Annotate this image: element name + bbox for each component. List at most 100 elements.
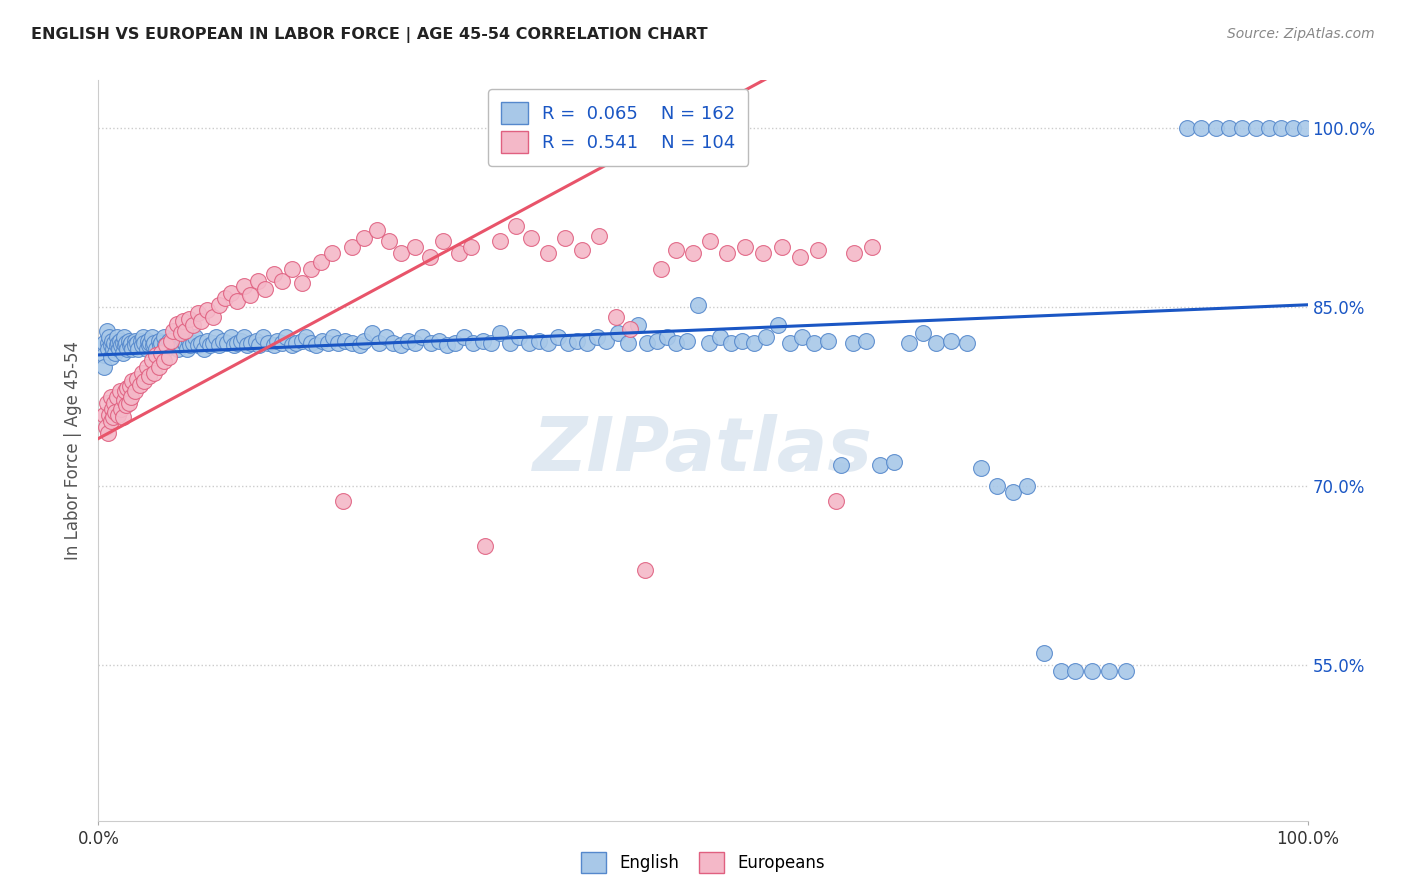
Point (121, 374, 143, 388)
Point (97, 342, 120, 356)
Point (150, 336, 173, 351)
Point (353, 231, 375, 245)
Point (96, 395, 118, 409)
Point (803, 336, 825, 351)
Point (115, 398, 138, 412)
Point (752, 246, 775, 260)
Point (332, 493, 354, 508)
Point (128, 377, 150, 392)
Point (190, 336, 212, 351)
Point (112, 330, 135, 344)
Point (107, 336, 129, 351)
Point (842, 336, 865, 351)
Point (172, 334, 194, 348)
Point (108, 334, 131, 348)
Point (271, 336, 294, 351)
Point (162, 338, 184, 352)
Point (527, 334, 550, 348)
Point (266, 334, 288, 348)
Point (939, 334, 962, 348)
Point (444, 336, 467, 351)
Text: Source: ZipAtlas.com: Source: ZipAtlas.com (1227, 27, 1375, 41)
Point (789, 250, 811, 264)
Point (1098, 665, 1121, 679)
Point (271, 274, 294, 288)
Point (897, 336, 920, 351)
Point (100, 414, 122, 428)
Point (1189, 121, 1212, 136)
Point (571, 243, 593, 257)
Point (174, 324, 197, 338)
Point (498, 336, 520, 351)
Point (114, 338, 136, 352)
Point (93, 348, 115, 362)
Point (360, 326, 382, 341)
Point (655, 330, 678, 344)
Point (226, 336, 249, 351)
Point (855, 334, 877, 348)
Point (104, 345, 127, 359)
Point (208, 298, 231, 312)
Point (239, 336, 262, 351)
Point (114, 384, 136, 398)
Point (148, 334, 170, 348)
Point (396, 334, 419, 348)
Point (295, 330, 318, 344)
Point (134, 374, 156, 388)
Point (585, 330, 607, 344)
Point (429, 334, 451, 348)
Point (160, 334, 183, 348)
Point (124, 384, 146, 398)
Point (169, 338, 191, 352)
Point (333, 334, 356, 348)
Point (1033, 647, 1056, 661)
Point (274, 330, 297, 344)
Point (1175, 121, 1198, 136)
Point (505, 219, 527, 233)
Point (281, 338, 304, 352)
Point (807, 243, 830, 257)
Point (634, 563, 657, 577)
Point (184, 330, 207, 344)
Point (912, 326, 935, 341)
Point (247, 274, 270, 288)
Point (508, 330, 530, 344)
Point (245, 334, 267, 348)
Point (825, 493, 848, 508)
Point (136, 334, 159, 348)
Point (174, 336, 197, 351)
Point (143, 366, 166, 380)
Point (187, 306, 209, 320)
Point (115, 336, 138, 351)
Point (489, 326, 512, 341)
Point (290, 277, 312, 291)
Point (650, 262, 672, 277)
Point (127, 372, 149, 386)
Point (93, 359, 115, 374)
Point (148, 359, 170, 374)
Point (100, 334, 122, 348)
Point (605, 310, 627, 324)
Point (1218, 121, 1240, 136)
Point (636, 336, 658, 351)
Point (195, 302, 218, 317)
Point (481, 336, 503, 351)
Point (105, 330, 128, 344)
Point (142, 338, 165, 352)
Point (141, 330, 163, 344)
Point (676, 334, 699, 348)
Point (489, 235, 512, 249)
Point (321, 246, 343, 260)
Point (105, 390, 128, 404)
Point (665, 336, 688, 351)
Point (138, 338, 160, 352)
Point (204, 330, 226, 344)
Point (256, 336, 278, 351)
Point (202, 336, 225, 351)
Point (100, 351, 122, 365)
Point (830, 458, 852, 472)
Point (107, 408, 129, 422)
Point (860, 240, 883, 254)
Point (121, 342, 143, 356)
Point (1064, 665, 1087, 679)
